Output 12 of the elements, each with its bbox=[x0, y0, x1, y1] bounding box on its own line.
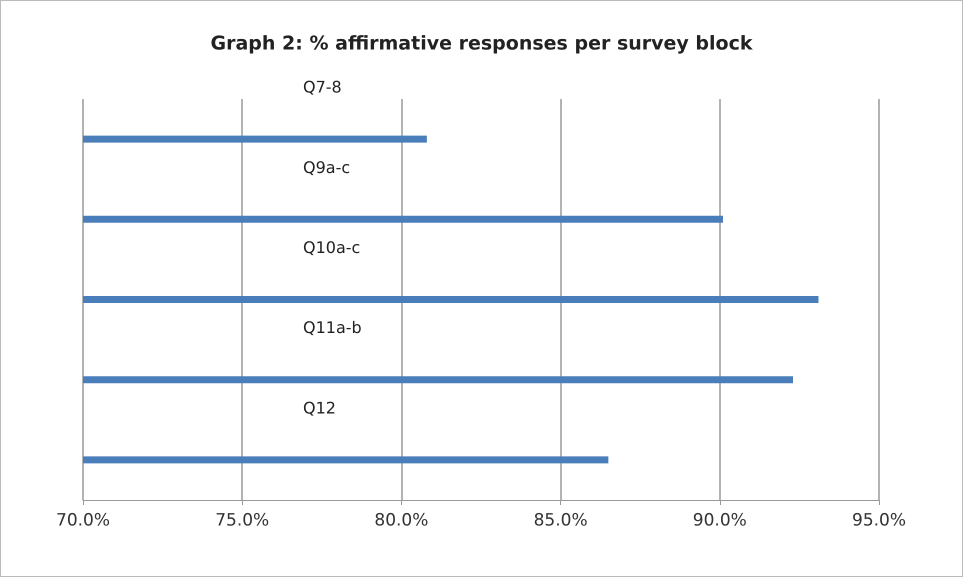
x-tick-label: 70.0% bbox=[56, 510, 110, 530]
x-tick-label: 80.0% bbox=[374, 510, 428, 530]
x-tick-label: 75.0% bbox=[215, 510, 270, 530]
y-tick-label: Q12 bbox=[303, 398, 336, 418]
y-tick-label: Q9a-c bbox=[303, 158, 350, 177]
x-tick-label: 95.0% bbox=[852, 510, 906, 530]
y-tick-label: Q10a-c bbox=[303, 238, 360, 257]
y-tick-label: Q11a-b bbox=[303, 318, 362, 338]
y-tick-label: Q7-8 bbox=[303, 78, 342, 97]
chart-title: Graph 2: % affirmative responses per survey block bbox=[210, 32, 753, 54]
x-tick-label: 90.0% bbox=[692, 510, 747, 530]
x-tick-label: 85.0% bbox=[534, 510, 588, 530]
